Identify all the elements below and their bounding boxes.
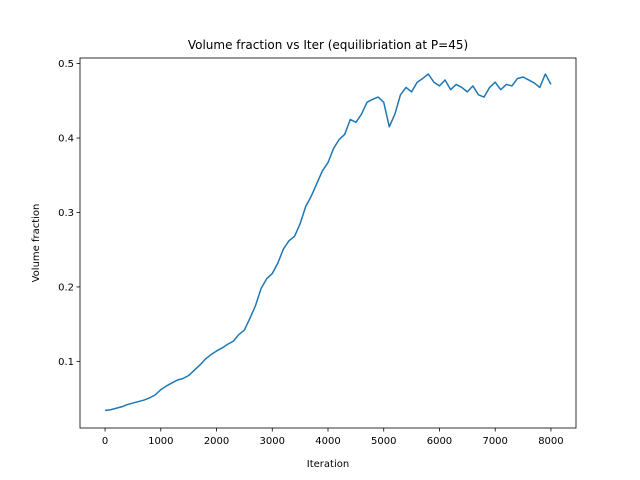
- y-tick-label: 0.4: [58, 134, 74, 145]
- x-tick-label: 1000: [148, 436, 173, 447]
- x-tick-label: 8000: [538, 436, 563, 447]
- x-tick-label: 6000: [427, 436, 452, 447]
- x-tick-label: 3000: [260, 436, 285, 447]
- series-line: [104, 73, 552, 412]
- x-tick-label: 5000: [371, 436, 396, 447]
- tick-group: 0 1000 2000 3000 4000 5000 6000 7000 8000 0.1 0.2 0…: [58, 59, 564, 447]
- axes-frame: [79, 57, 577, 429]
- chart-title: Volume fraction vs Iter (equilibriation …: [188, 38, 468, 52]
- y-tick-label: 0.1: [58, 357, 74, 368]
- x-tick-label: 0: [102, 436, 108, 447]
- y-tick-label: 0.5: [58, 59, 74, 70]
- x-axis-label: Iteration: [307, 459, 349, 470]
- y-axis-label: Volume fraction: [31, 204, 42, 283]
- plot-area: [80, 58, 576, 428]
- y-tick-label: 0.2: [58, 282, 74, 293]
- x-tick-label: 4000: [315, 436, 340, 447]
- y-tick-label: 0.3: [58, 208, 74, 219]
- x-tick-label: 7000: [482, 436, 507, 447]
- x-tick-label: 2000: [204, 436, 229, 447]
